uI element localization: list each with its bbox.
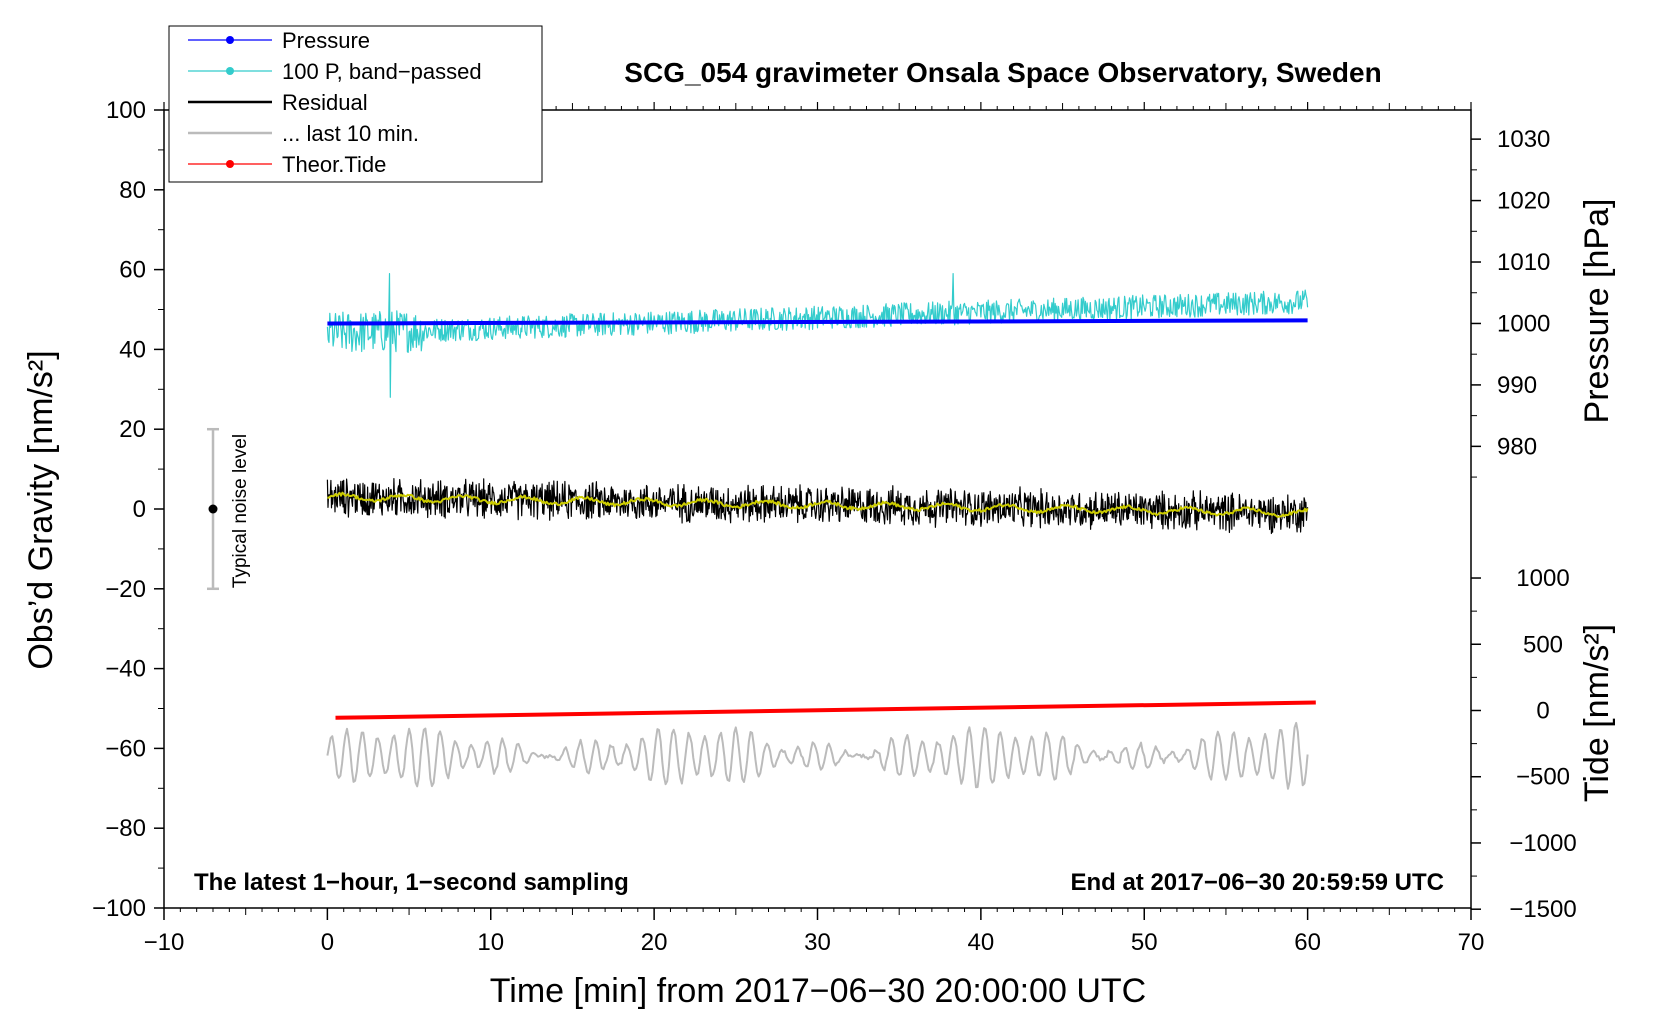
legend-label: Theor.Tide <box>282 152 386 177</box>
noise-bar-label: Typical noise level <box>230 434 251 588</box>
legend-label: Pressure <box>282 28 370 53</box>
legend: Pressure 100 P, band−passed Residual ... la… <box>168 25 543 183</box>
y-axis-title-tide: Tide [nm/s²] <box>1578 624 1616 802</box>
pressure-tick-label: 980 <box>1497 433 1537 460</box>
legend-marker <box>226 67 234 75</box>
annotation-end-time: End at 2017−06−30 20:59:59 UTC <box>1070 869 1444 896</box>
series-pressure-bandpassed <box>326 273 1309 398</box>
x-tick-label: 10 <box>477 929 504 956</box>
y-tick-label: 0 <box>133 496 146 523</box>
pressure-tick-label: 1000 <box>1497 310 1550 337</box>
noise-bar-dot <box>208 504 218 514</box>
y-tick-label: −60 <box>105 735 146 762</box>
tide-tick-label: −500 <box>1516 764 1570 791</box>
tide-tick-label: 1000 <box>1516 565 1569 592</box>
x-tick-label: −10 <box>144 929 185 956</box>
x-tick-label: 40 <box>968 929 995 956</box>
y-tick-label: −20 <box>105 576 146 603</box>
pressure-tick-label: 1010 <box>1497 249 1550 276</box>
legend-label: Residual <box>282 90 368 115</box>
y-tick-label: 100 <box>106 97 146 124</box>
series-pressure <box>327 318 1308 326</box>
tide-tick-label: 0 <box>1536 697 1549 724</box>
series-last-10-min <box>326 721 1309 790</box>
series-layer <box>326 273 1316 790</box>
pressure-tick-label: 1020 <box>1497 188 1550 215</box>
y-axis-title-left: Obs’d Gravity [nm/s²] <box>22 350 60 669</box>
y-tick-label: 80 <box>119 177 146 204</box>
x-tick-label: 30 <box>804 929 831 956</box>
tide-tick-label: −1000 <box>1509 830 1576 857</box>
pressure-tick-label: 990 <box>1497 372 1537 399</box>
series-theoretical-tide <box>335 700 1316 720</box>
x-axis-title: Time [min] from 2017−06−30 20:00:00 UTC <box>490 972 1146 1010</box>
tide-tick-label: 500 <box>1523 631 1563 658</box>
y-tick-label: −80 <box>105 815 146 842</box>
legend-label: ... last 10 min. <box>282 121 419 146</box>
x-tick-label: 0 <box>321 929 334 956</box>
annotation-sampling: The latest 1−hour, 1−second sampling <box>194 869 629 896</box>
y-axis-title-pressure: Pressure [hPa] <box>1578 199 1616 424</box>
pressure-tick-label: 1030 <box>1497 126 1550 153</box>
tide-tick-label: −1500 <box>1509 896 1576 923</box>
chart-title: SCG_054 gravimeter Onsala Space Observat… <box>624 57 1381 88</box>
y-tick-label: −100 <box>92 895 146 922</box>
x-tick-label: 20 <box>641 929 668 956</box>
axes-layer: −10 0 10 20 30 40 50 60 70−100−80−60−40−20020406… <box>92 97 1577 956</box>
y-tick-label: −40 <box>105 656 146 683</box>
noise-bar: Typical noise level <box>207 427 251 591</box>
legend-marker <box>226 160 234 168</box>
x-tick-label: 70 <box>1458 929 1485 956</box>
legend-marker <box>226 36 234 44</box>
x-tick-label: 60 <box>1294 929 1321 956</box>
y-tick-label: 40 <box>119 336 146 363</box>
y-tick-label: 60 <box>119 257 146 284</box>
y-tick-label: 20 <box>119 416 146 443</box>
x-tick-label: 50 <box>1131 929 1158 956</box>
legend-label: 100 P, band−passed <box>282 59 482 84</box>
series-residual-smoothed <box>327 491 1309 518</box>
legend-box <box>168 25 543 183</box>
series-residual <box>326 478 1309 535</box>
